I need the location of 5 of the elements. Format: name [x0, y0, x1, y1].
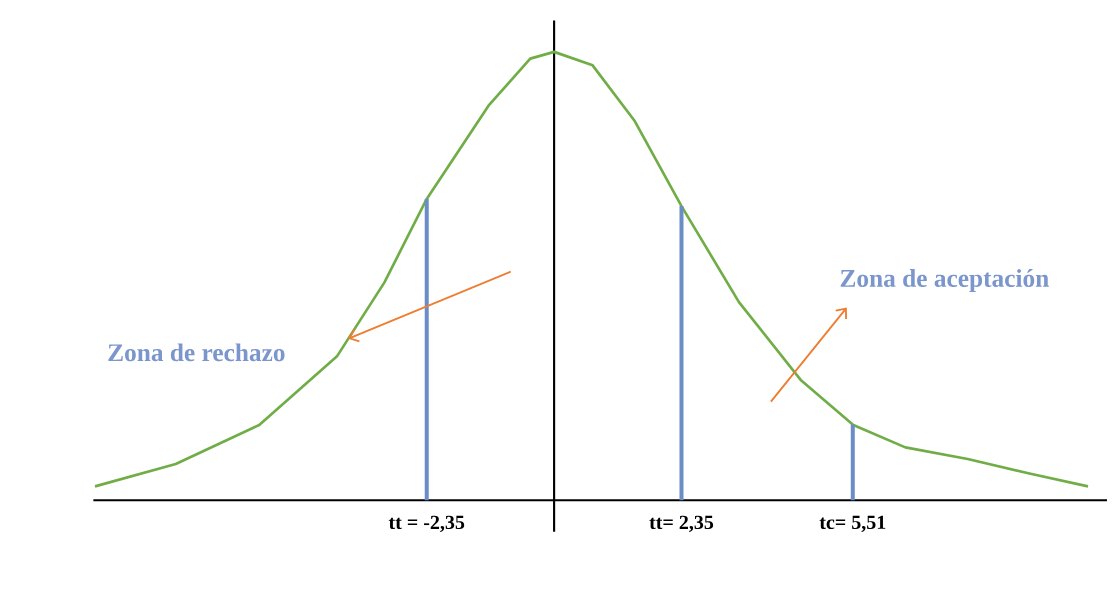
x-tick-label: tt= 2,35: [649, 515, 714, 533]
annotation: Zona de rechazo: [108, 343, 285, 362]
x-tick-label: tt = -2,35: [388, 515, 465, 533]
annotation: Zona de aceptación: [840, 269, 1049, 293]
x-tick-label: tc= 5,51: [819, 515, 886, 533]
